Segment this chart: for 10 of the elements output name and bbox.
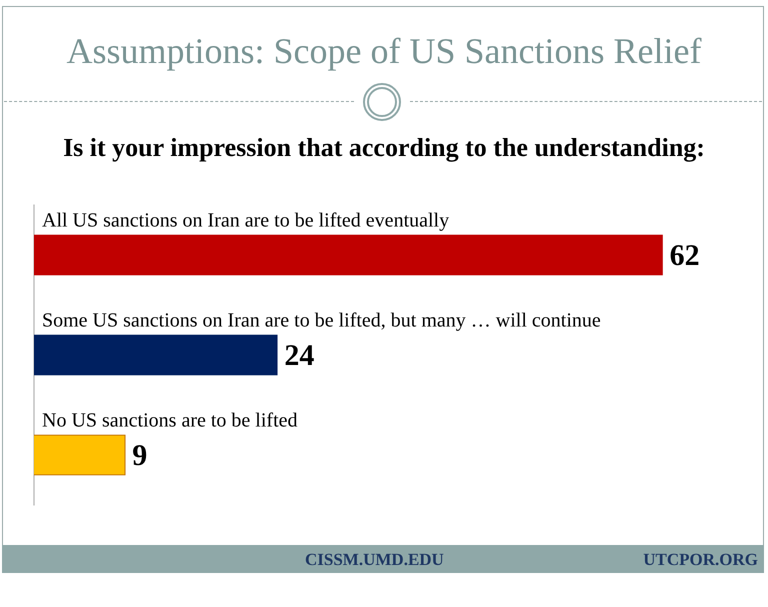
chart-subtitle: Is it your impression that according to the understanding: <box>62 133 706 163</box>
text: UTCPOR.ORG <box>643 550 758 570</box>
y-tick-label: Some US sanctions on Iran are to be lifted, but many … will continue <box>42 309 601 332</box>
chart-title: Assumptions: Scope of US Sanctions Relief <box>66 30 702 72</box>
text: CISSM.UMD.EDU <box>305 550 444 570</box>
data-label: 9 <box>132 438 148 472</box>
y-tick-label: No US sanctions are to be lifted <box>42 409 298 432</box>
data-label: 24 <box>284 338 314 372</box>
y-tick-label: All US sanctions on Iran are to be lifted eventually <box>42 209 450 232</box>
data-label: 62 <box>670 238 700 272</box>
